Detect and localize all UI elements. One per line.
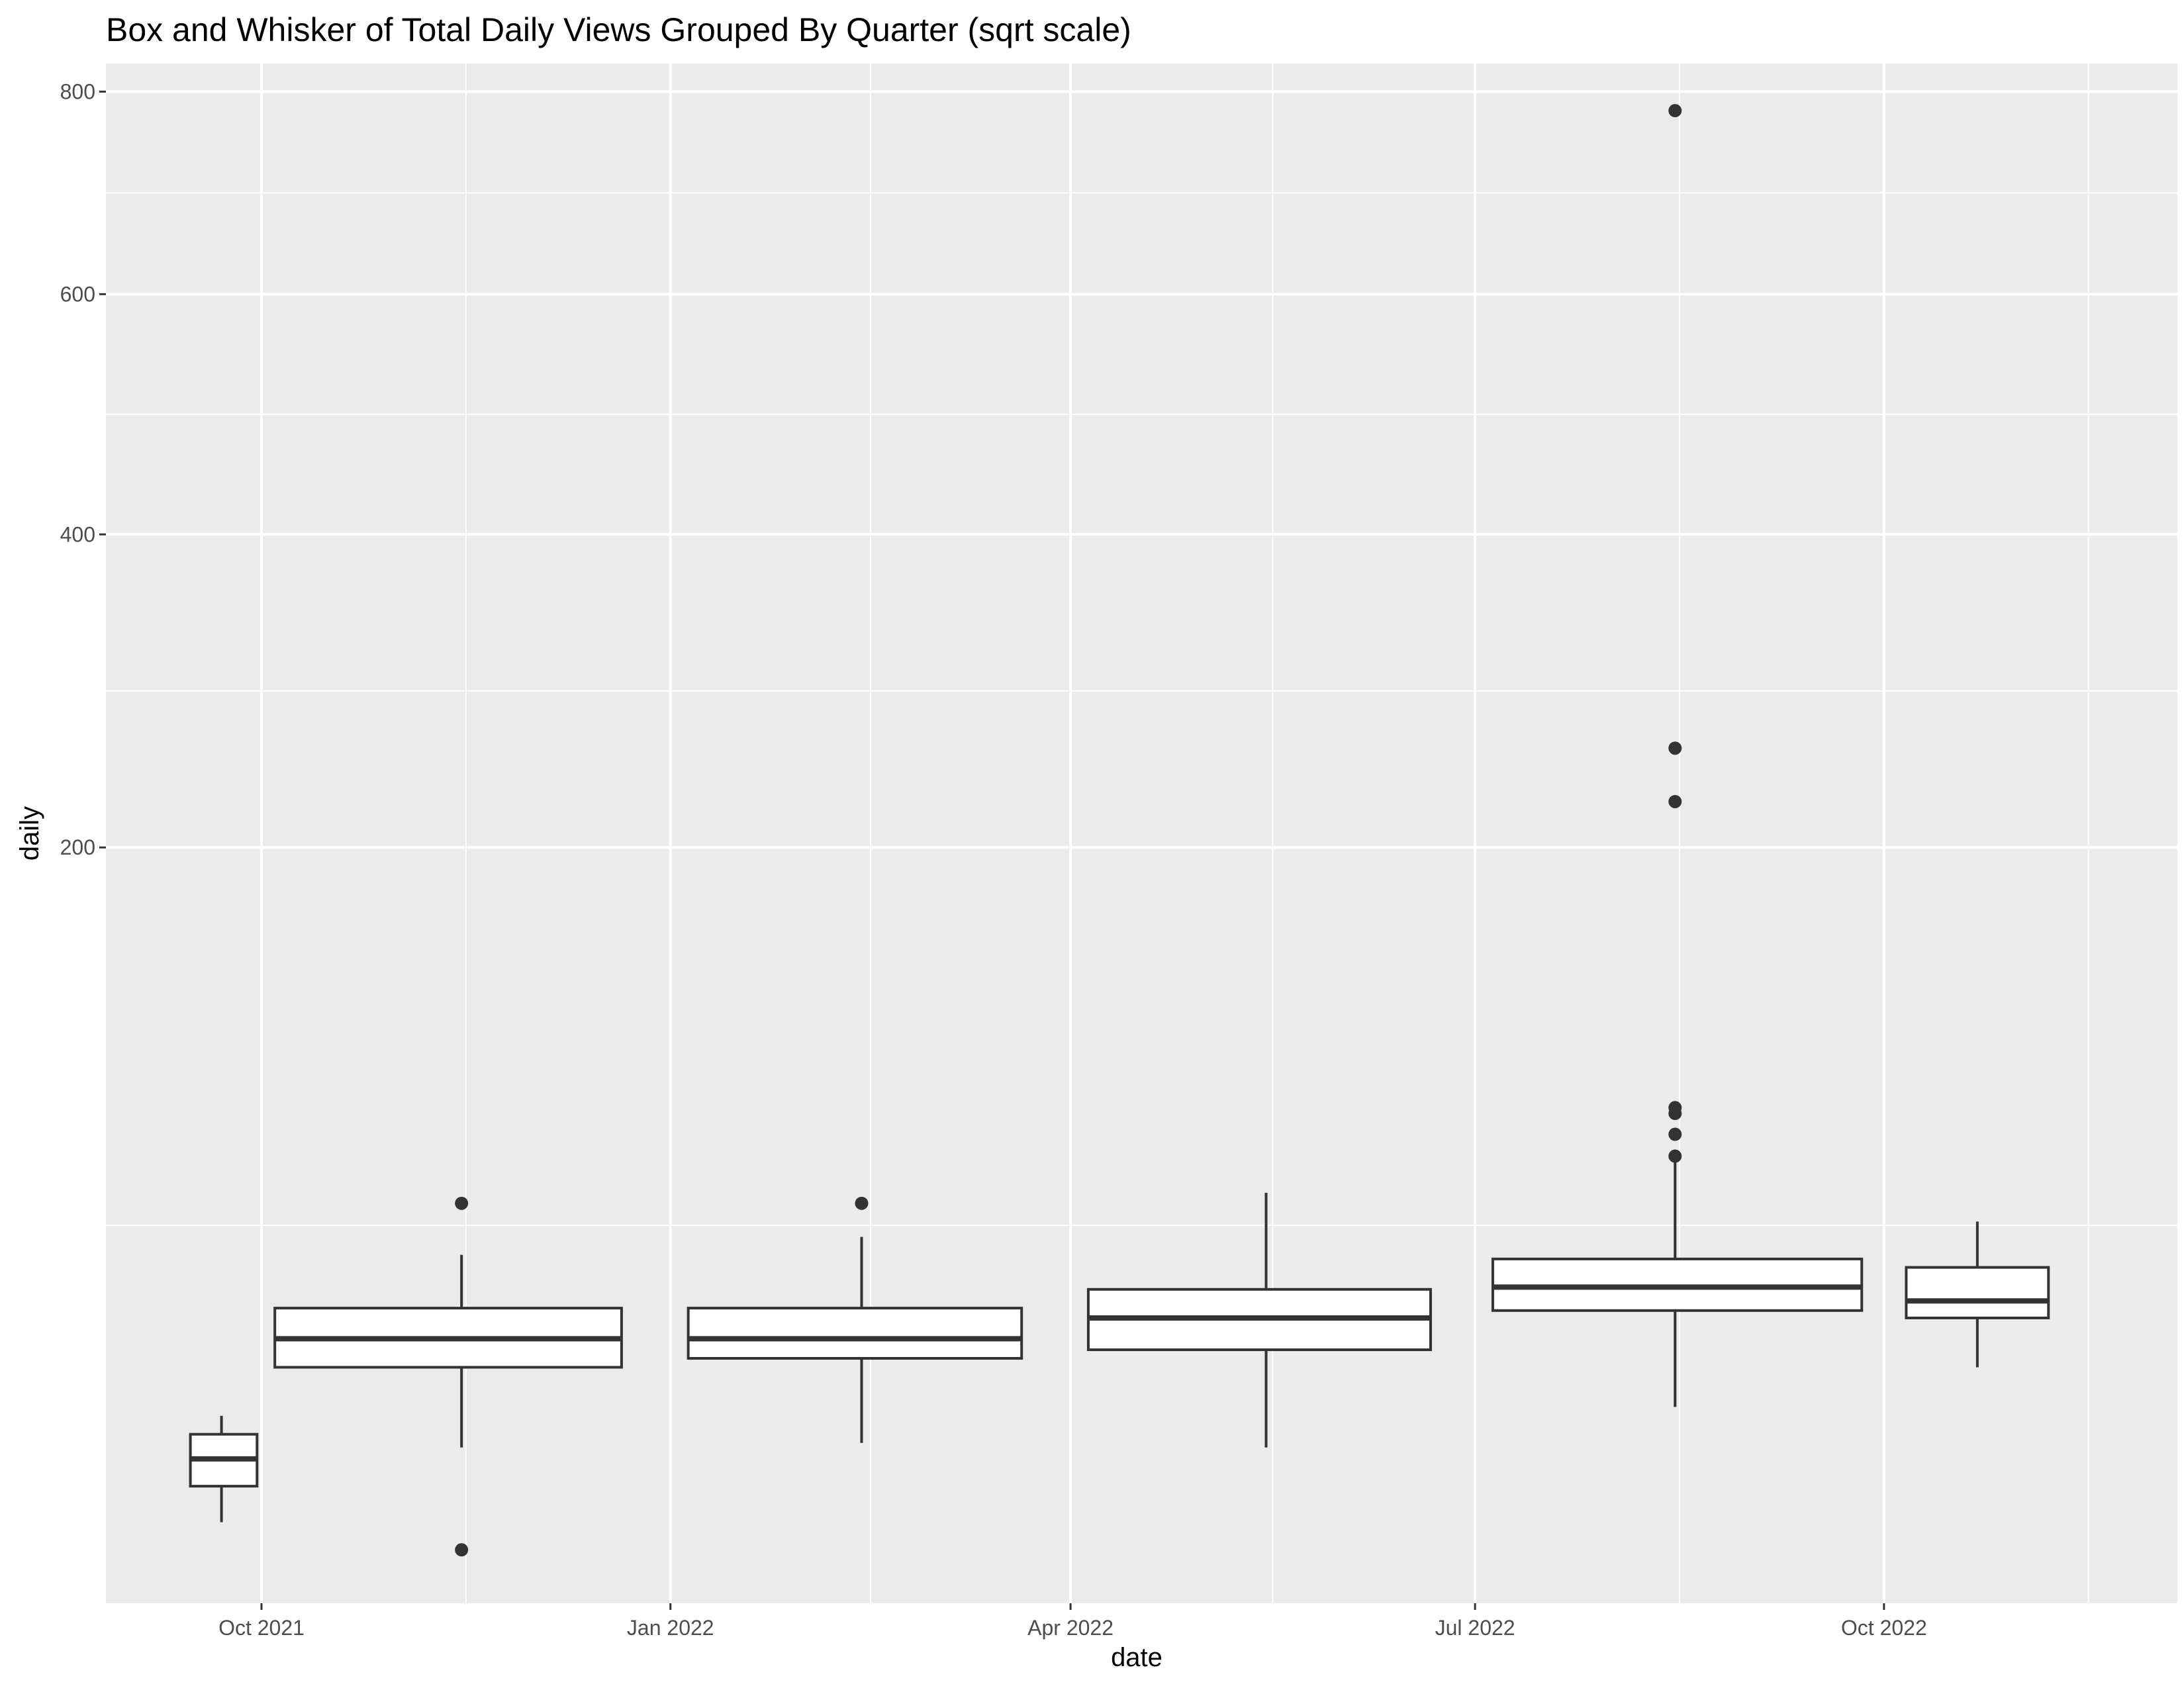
x-axis: Oct 2021 Jan 2022 Apr 2022 Jul 2022 Oct 2022 [218, 1603, 1927, 1640]
outlier-point [455, 1543, 469, 1557]
outlier-point [1668, 1101, 1682, 1115]
y-axis: 200 400 600 800 [60, 79, 106, 859]
boxes-layer [189, 104, 2050, 1557]
y-tick-label: 400 [60, 522, 95, 546]
box-iqr [1905, 1266, 2050, 1319]
y-tick-label: 200 [60, 835, 95, 859]
y-tick-label: 600 [60, 282, 95, 306]
outlier-point [1668, 1149, 1682, 1163]
x-tick-label: Oct 2022 [1841, 1616, 1927, 1640]
x-axis-title: date [1111, 1643, 1163, 1672]
x-tick-label: Oct 2021 [218, 1616, 305, 1640]
y-tick-label: 800 [60, 79, 95, 103]
x-tick-label: Jan 2022 [627, 1616, 714, 1640]
chart-title: Box and Whisker of Total Daily Views Gro… [106, 11, 1131, 48]
outlier-point [1668, 104, 1682, 118]
outlier-point [455, 1196, 469, 1210]
box-iqr [687, 1307, 1023, 1360]
outlier-point [1668, 1127, 1682, 1141]
major-gridlines [106, 64, 2177, 1603]
x-tick-label: Apr 2022 [1027, 1616, 1114, 1640]
outlier-point [1668, 794, 1682, 808]
y-axis-title: daily [15, 806, 44, 861]
outlier-point [1668, 741, 1682, 755]
outlier-point [855, 1196, 869, 1210]
x-tick-label: Jul 2022 [1435, 1616, 1515, 1640]
